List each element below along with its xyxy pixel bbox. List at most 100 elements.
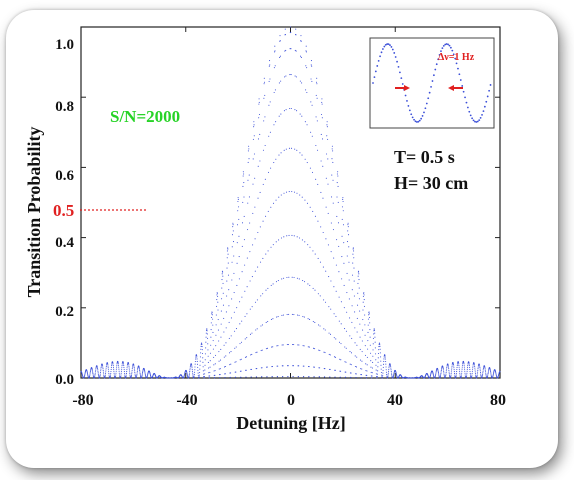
data-point <box>453 365 455 367</box>
data-point <box>395 373 397 375</box>
data-point <box>300 35 302 37</box>
data-point <box>290 31 292 34</box>
data-point <box>364 354 367 356</box>
data-point <box>316 97 318 99</box>
inset-point <box>474 120 476 123</box>
data-point <box>368 313 370 315</box>
inset-point <box>373 76 376 79</box>
data-point <box>255 329 257 331</box>
data-point <box>286 313 288 316</box>
inset-point <box>425 102 428 105</box>
data-point <box>471 371 473 373</box>
data-point <box>251 276 253 278</box>
data-point <box>141 375 143 377</box>
data-point <box>382 366 384 368</box>
data-point <box>495 371 497 373</box>
data-point <box>252 158 254 160</box>
data-point <box>337 175 339 177</box>
data-point <box>87 373 89 375</box>
data-point <box>262 149 265 151</box>
data-point <box>326 126 328 128</box>
data-point <box>138 366 140 368</box>
data-point <box>267 250 269 252</box>
data-point <box>227 247 229 249</box>
data-point <box>227 248 229 250</box>
data-point <box>315 94 317 96</box>
data-point <box>113 368 115 370</box>
data-point <box>351 305 353 307</box>
data-point <box>199 360 201 362</box>
inset-point <box>459 79 462 81</box>
data-point <box>377 357 379 359</box>
data-point <box>247 229 249 231</box>
data-point <box>480 373 482 375</box>
data-point <box>282 376 284 378</box>
data-point <box>196 360 198 363</box>
data-point <box>364 334 366 336</box>
data-point <box>492 374 494 376</box>
data-point <box>234 361 236 363</box>
data-point <box>265 253 267 255</box>
data-point <box>383 356 385 358</box>
data-point <box>183 375 185 377</box>
data-point <box>236 262 238 264</box>
data-point <box>236 242 238 244</box>
data-point <box>382 363 385 365</box>
data-point <box>276 345 278 347</box>
data-point <box>316 83 318 85</box>
data-point <box>131 369 133 371</box>
data-point <box>443 373 445 375</box>
data-point <box>291 147 293 149</box>
data-point <box>203 373 205 375</box>
data-point <box>453 371 455 373</box>
data-point <box>474 369 476 371</box>
data-point <box>144 373 146 375</box>
data-point <box>84 372 86 374</box>
data-point <box>369 329 371 331</box>
data-point <box>316 77 318 79</box>
data-point <box>228 289 230 291</box>
inset-point <box>383 45 386 48</box>
data-point <box>126 367 128 369</box>
data-point <box>325 270 327 272</box>
inset-point <box>423 111 425 114</box>
data-point <box>196 358 198 360</box>
data-point <box>194 371 196 373</box>
data-point <box>91 370 94 372</box>
data-point <box>453 367 455 369</box>
data-point <box>343 262 345 264</box>
data-point <box>192 374 194 376</box>
data-point <box>298 344 300 346</box>
data-point <box>242 185 244 188</box>
data-point <box>303 281 306 283</box>
data-point <box>342 200 344 203</box>
data-point <box>223 331 225 333</box>
data-point <box>259 191 261 194</box>
data-point <box>342 197 344 199</box>
data-point <box>96 365 98 367</box>
data-point <box>393 372 395 374</box>
data-point <box>461 370 463 372</box>
data-point <box>279 40 281 42</box>
data-point <box>310 131 312 133</box>
data-point <box>130 374 133 376</box>
param-height: H= 30 cm <box>394 173 468 193</box>
data-point <box>107 364 109 366</box>
data-point <box>390 366 392 368</box>
data-point <box>459 372 461 374</box>
data-point <box>94 372 96 374</box>
data-point <box>318 324 320 326</box>
data-point <box>432 373 434 375</box>
data-point <box>472 364 474 366</box>
data-point <box>254 206 256 208</box>
data-point <box>226 280 228 282</box>
data-point <box>455 375 457 378</box>
data-point <box>279 55 281 57</box>
data-point <box>445 371 447 374</box>
data-point <box>434 375 436 377</box>
data-point <box>338 341 341 343</box>
data-point <box>105 369 107 371</box>
data-point <box>219 374 221 376</box>
data-point <box>146 375 148 377</box>
inset-point <box>442 45 445 47</box>
